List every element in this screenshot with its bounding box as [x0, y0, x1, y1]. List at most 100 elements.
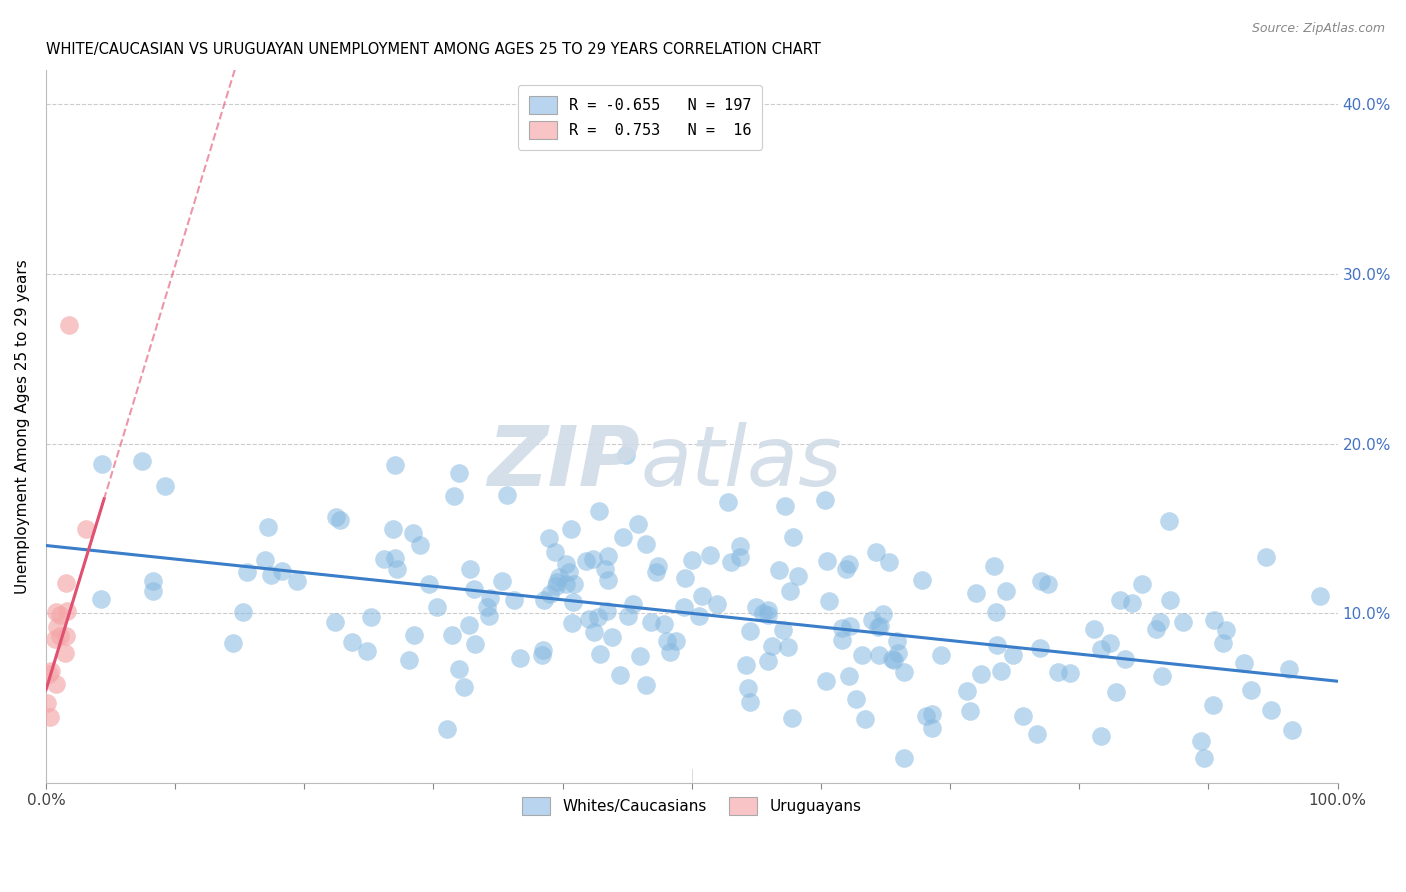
Point — [929, 648, 952, 662]
Point — [595, 562, 617, 576]
Point — [887, 647, 910, 661]
Point — [831, 621, 853, 635]
Point — [1254, 549, 1277, 564]
Point — [582, 551, 605, 566]
Point — [636, 678, 658, 692]
Point — [56, 603, 79, 617]
Point — [756, 608, 779, 623]
Point — [752, 606, 775, 620]
Point — [984, 605, 1007, 619]
Point — [911, 573, 934, 587]
Point — [325, 510, 347, 524]
Point — [596, 574, 619, 588]
Y-axis label: Unemployment Among Ages 25 to 29 years: Unemployment Among Ages 25 to 29 years — [15, 260, 30, 594]
Point — [772, 623, 794, 637]
Point — [665, 634, 688, 648]
Point — [673, 572, 696, 586]
Point — [544, 579, 567, 593]
Point — [257, 520, 280, 534]
Point — [491, 574, 513, 589]
Point — [1152, 669, 1174, 683]
Point — [1189, 734, 1212, 748]
Point — [627, 516, 650, 531]
Point — [621, 598, 644, 612]
Point — [44, 632, 66, 646]
Point — [659, 645, 682, 659]
Text: ZIP: ZIP — [488, 422, 640, 503]
Point — [831, 632, 853, 647]
Point — [75, 522, 97, 536]
Point — [546, 575, 568, 590]
Point — [868, 648, 890, 662]
Point — [883, 653, 905, 667]
Point — [768, 563, 790, 577]
Point — [758, 654, 780, 668]
Point — [1083, 623, 1105, 637]
Point — [1215, 624, 1237, 638]
Point — [893, 665, 915, 680]
Point — [845, 691, 868, 706]
Point — [838, 558, 860, 572]
Point — [340, 635, 363, 649]
Point — [1212, 636, 1234, 650]
Point — [636, 536, 658, 550]
Point — [756, 603, 779, 617]
Point — [45, 620, 67, 634]
Point — [449, 466, 471, 480]
Point — [381, 522, 404, 536]
Point — [479, 591, 502, 606]
Point — [886, 634, 908, 648]
Point — [142, 584, 165, 599]
Point — [640, 615, 662, 629]
Point — [1029, 574, 1052, 588]
Point — [682, 552, 704, 566]
Point — [778, 640, 800, 654]
Point — [447, 663, 470, 677]
Point — [329, 513, 352, 527]
Point — [914, 709, 936, 723]
Point — [969, 667, 991, 681]
Point — [893, 750, 915, 764]
Point — [600, 630, 623, 644]
Point — [628, 649, 651, 664]
Point — [58, 318, 80, 332]
Point — [453, 680, 475, 694]
Point — [560, 522, 582, 536]
Point — [612, 530, 634, 544]
Point — [1281, 723, 1303, 738]
Point — [373, 552, 395, 566]
Point — [1121, 596, 1143, 610]
Point — [55, 576, 77, 591]
Point — [921, 721, 943, 735]
Point — [1157, 514, 1180, 528]
Point — [1114, 652, 1136, 666]
Point — [543, 544, 565, 558]
Point — [39, 664, 62, 678]
Point — [323, 615, 346, 629]
Point — [834, 562, 856, 576]
Point — [360, 609, 382, 624]
Point — [818, 594, 841, 608]
Point — [655, 634, 678, 648]
Point — [271, 565, 294, 579]
Point — [37, 696, 59, 710]
Point — [959, 704, 981, 718]
Point — [90, 592, 112, 607]
Point — [387, 562, 409, 576]
Point — [478, 609, 501, 624]
Point — [815, 674, 838, 689]
Point — [548, 570, 571, 584]
Point — [839, 618, 862, 632]
Point — [645, 565, 668, 579]
Point — [720, 555, 742, 569]
Point — [45, 677, 67, 691]
Point — [614, 448, 637, 462]
Point — [575, 554, 598, 568]
Point — [384, 458, 406, 473]
Point — [740, 624, 762, 638]
Point — [1260, 703, 1282, 717]
Point — [1059, 666, 1081, 681]
Point — [814, 492, 837, 507]
Point — [1159, 593, 1181, 607]
Point — [706, 597, 728, 611]
